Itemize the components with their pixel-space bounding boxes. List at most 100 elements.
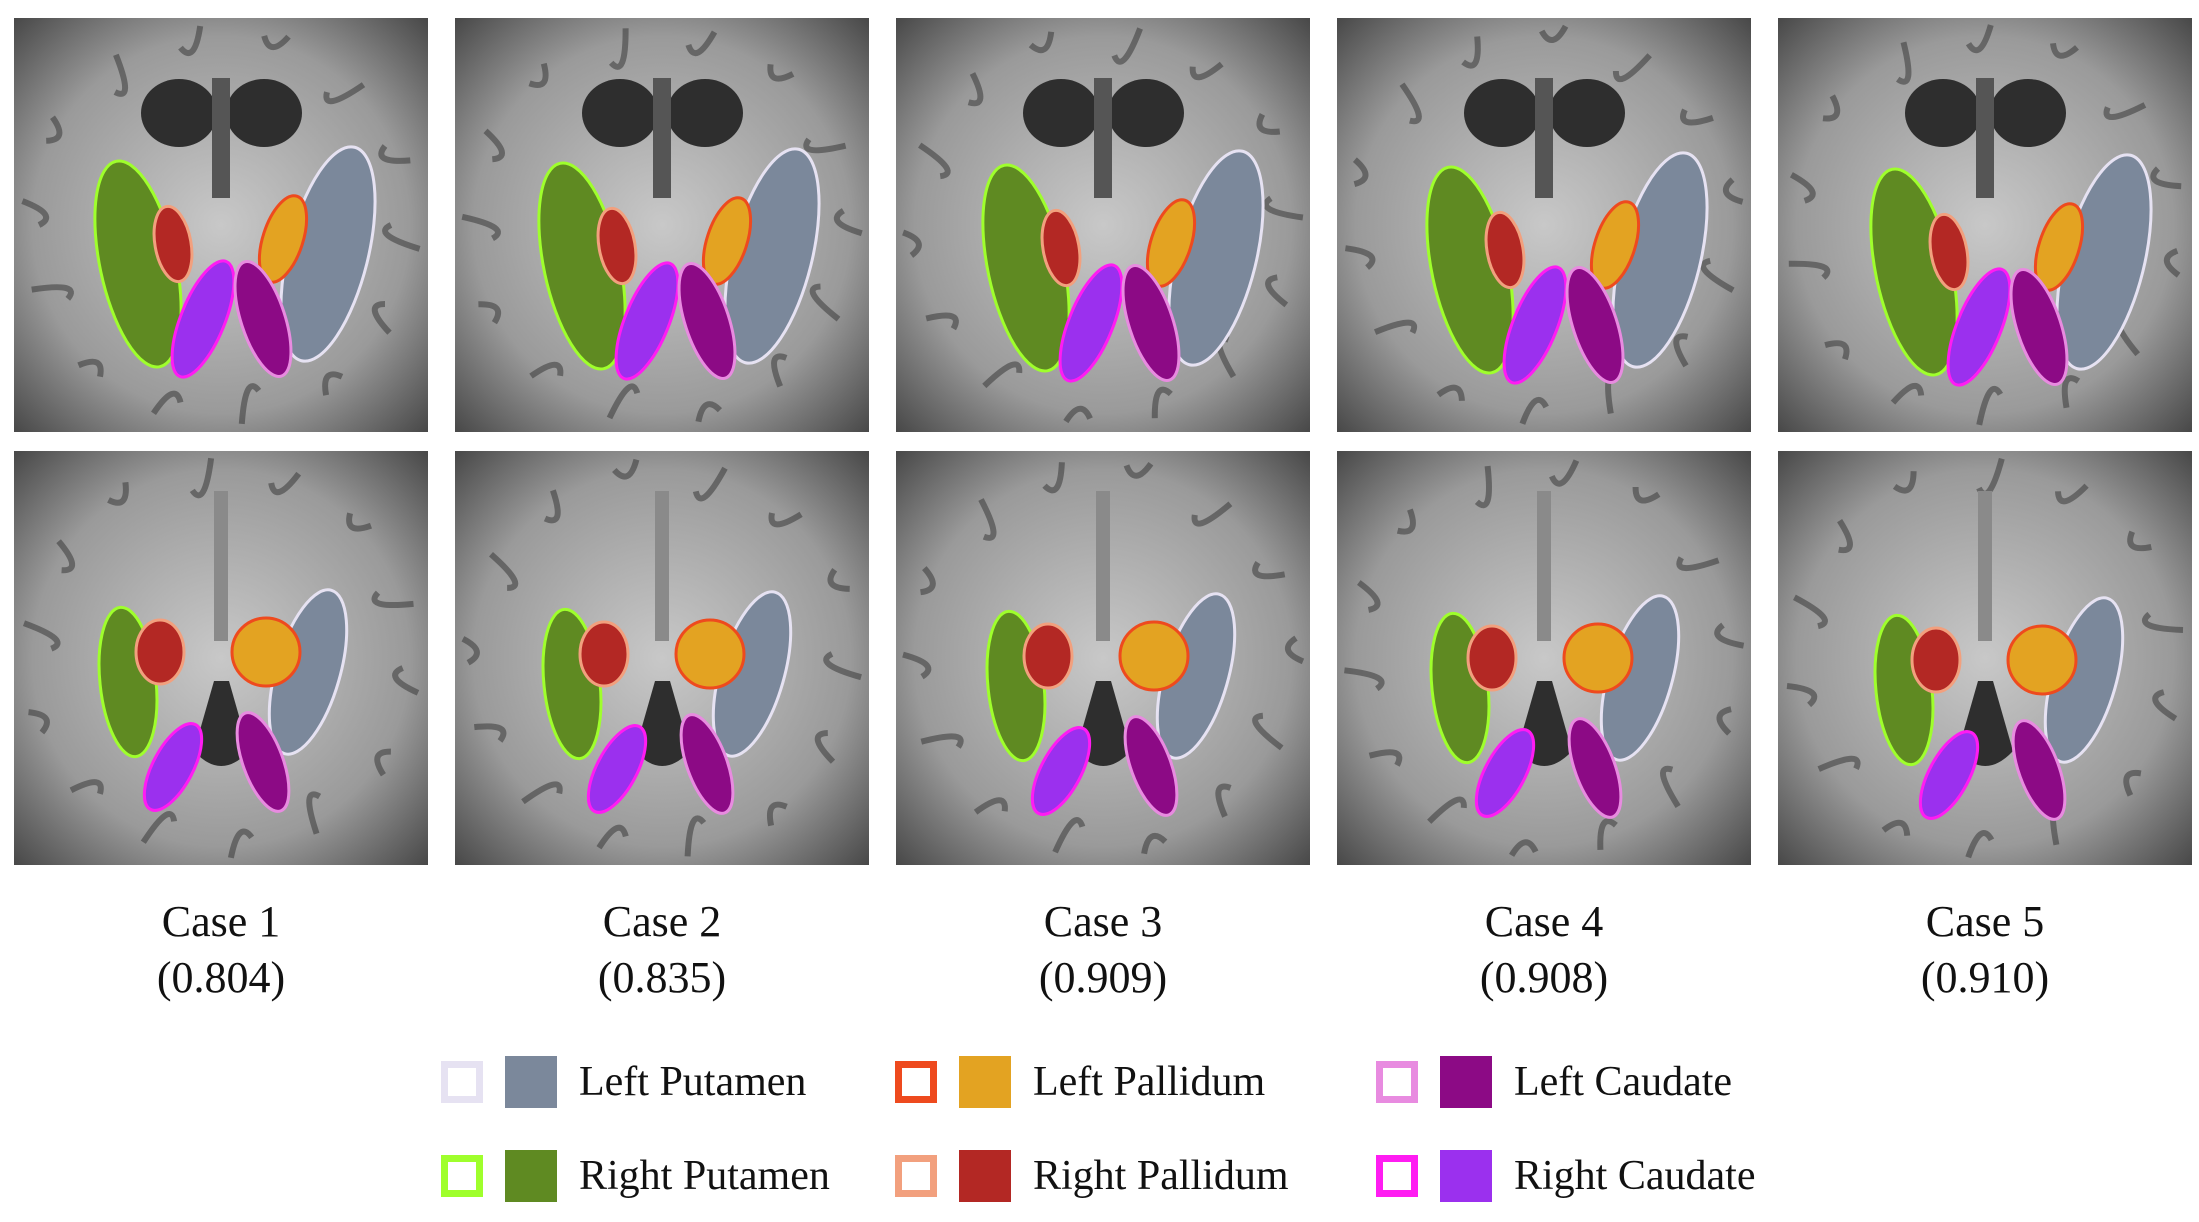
right-pallidum-region (596, 206, 638, 286)
legend-label: Left Caudate (1514, 1059, 1733, 1105)
segmentation-overlay (985, 592, 1237, 817)
right-caudate-region (1502, 265, 1568, 385)
right-pallidum-region (1484, 210, 1526, 290)
left-pallidum-region (230, 616, 302, 688)
left-pallidum-region (1562, 622, 1634, 694)
mri-slice-image (455, 18, 869, 432)
case-score: (0.910) (1920, 953, 2050, 1002)
mri-slice-image (1778, 18, 2192, 432)
right-caudate-region (1918, 730, 1980, 820)
right-pallidum-region (1040, 208, 1082, 288)
right-pallidum-region (1022, 622, 1074, 690)
left-caudate-region (1565, 266, 1625, 384)
mri-slice-image (455, 451, 869, 865)
sulci-texture (461, 28, 863, 423)
sulci-texture (1344, 459, 1745, 858)
mri-panel-case-4-upper (1337, 18, 1751, 432)
legend-outline-swatch (1376, 1061, 1418, 1103)
segmentation-overlay (1873, 596, 2125, 821)
mri-panel-case-5-upper (1778, 18, 2192, 432)
legend-outline-swatch (441, 1061, 483, 1103)
case-label: Case 1 (161, 897, 281, 946)
case-caption-2: Case 2 (0.835) (455, 894, 869, 1006)
case-score: (0.804) (156, 953, 286, 1002)
left-pallidum-region (2006, 624, 2078, 696)
case-score: (0.908) (1479, 953, 1609, 1002)
left-caudate-region (2011, 719, 2067, 821)
right-pallidum-region (152, 204, 194, 284)
legend-right-putamen: Right Putamen (441, 1148, 830, 1204)
legend-fill-swatch (959, 1056, 1011, 1108)
case-score: (0.835) (597, 953, 727, 1002)
legend-fill-swatch (505, 1056, 557, 1108)
legend-right-caudate: Right Caudate (1376, 1148, 1755, 1204)
right-caudate-region (614, 261, 680, 381)
sulci-texture (1788, 24, 2182, 426)
legend-outline-swatch (895, 1155, 937, 1197)
left-caudate-region (1123, 715, 1179, 817)
mri-panel-case-1-lower (14, 451, 428, 865)
legend-right-pallidum: Right Pallidum (895, 1148, 1289, 1204)
legend-outline-swatch (895, 1061, 937, 1103)
sulci-texture (902, 461, 1305, 855)
case-score: (0.909) (1038, 953, 1168, 1002)
left-caudate-region (1567, 717, 1623, 819)
legend-label: Right Putamen (579, 1153, 830, 1199)
left-caudate-region (1121, 264, 1181, 382)
segmentation-overlay (537, 147, 821, 381)
segmentation-overlay (541, 590, 793, 815)
right-caudate-region (1474, 728, 1536, 818)
legend-label: Left Putamen (579, 1059, 807, 1105)
left-caudate-region (679, 713, 735, 815)
legend-fill-swatch (1440, 1056, 1492, 1108)
sulci-texture (22, 457, 420, 859)
right-caudate-region (1030, 726, 1092, 816)
legend-outline-swatch (1376, 1155, 1418, 1197)
segmentation-overlay (1869, 153, 2153, 387)
mri-slice-image (896, 451, 1310, 865)
legend-label: Left Pallidum (1033, 1059, 1266, 1105)
left-caudate-region (677, 262, 737, 380)
left-caudate-region (235, 711, 291, 813)
right-pallidum-region (1466, 624, 1518, 692)
case-caption-4: Case 4 (0.908) (1337, 894, 1751, 1006)
left-pallidum-region (1118, 620, 1190, 692)
sulci-texture (902, 27, 1304, 424)
mri-panel-case-3-lower (896, 451, 1310, 865)
legend-fill-swatch (1440, 1150, 1492, 1202)
left-caudate-region (233, 260, 293, 378)
segmentation-overlay (97, 588, 349, 813)
right-pallidum-region (134, 618, 186, 686)
legend-outline-swatch (441, 1155, 483, 1197)
mri-slice-image (1337, 451, 1751, 865)
ventricles (635, 491, 690, 766)
right-caudate-region (586, 724, 648, 814)
legend-left-pallidum: Left Pallidum (895, 1054, 1265, 1110)
mri-slice-image (1337, 18, 1751, 432)
case-label: Case 2 (602, 897, 722, 946)
legend-label: Right Pallidum (1033, 1153, 1289, 1199)
ventricles (582, 78, 743, 198)
segmentation-overlay (93, 145, 377, 379)
ventricles (141, 78, 302, 198)
legend-label: Right Caudate (1514, 1153, 1756, 1199)
ventricles (194, 491, 249, 766)
sulci-texture (1786, 457, 2184, 859)
case-label: Case 3 (1043, 897, 1163, 946)
mri-panel-case-5-lower (1778, 451, 2192, 865)
mri-panel-case-2-lower (455, 451, 869, 865)
right-pallidum-region (578, 620, 630, 688)
mri-panel-case-2-upper (455, 18, 869, 432)
right-pallidum-region (1928, 212, 1970, 292)
right-pallidum-region (1910, 626, 1962, 694)
mri-slice-image (14, 18, 428, 432)
legend-left-caudate: Left Caudate (1376, 1054, 1732, 1110)
ventricles (1464, 78, 1625, 198)
ventricles (1023, 78, 1184, 198)
case-label: Case 5 (1925, 897, 2045, 946)
mri-slice-image (1778, 451, 2192, 865)
mri-panel-case-3-upper (896, 18, 1310, 432)
right-caudate-region (1946, 267, 2012, 387)
case-caption-3: Case 3 (0.909) (896, 894, 1310, 1006)
left-caudate-region (2009, 268, 2069, 386)
